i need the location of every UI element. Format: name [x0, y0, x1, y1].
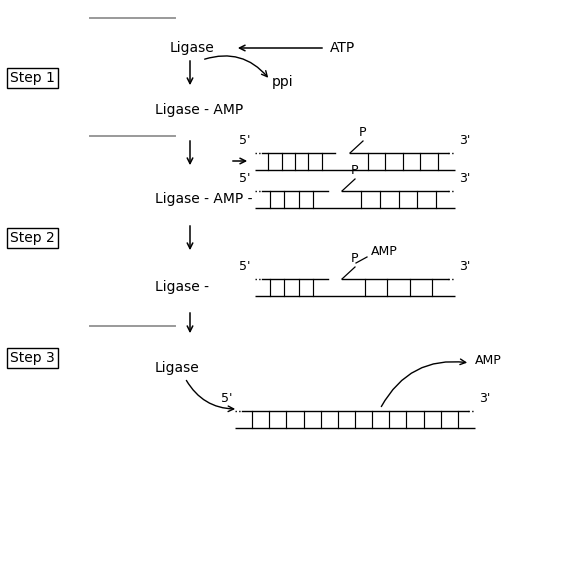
Text: 5': 5'	[239, 134, 251, 147]
Text: Step 1: Step 1	[10, 71, 55, 85]
Text: Ligase: Ligase	[155, 361, 200, 375]
Text: ATP: ATP	[330, 41, 355, 55]
Text: 3': 3'	[479, 392, 490, 405]
Text: 5': 5'	[239, 260, 251, 273]
Text: Ligase - AMP: Ligase - AMP	[155, 103, 243, 117]
Text: Ligase - AMP -: Ligase - AMP -	[155, 192, 253, 206]
Text: P: P	[351, 164, 359, 177]
Text: Step 2: Step 2	[10, 231, 55, 245]
Text: ppi: ppi	[272, 75, 294, 89]
Text: P: P	[359, 126, 367, 139]
Text: Ligase: Ligase	[170, 41, 215, 55]
Text: 5': 5'	[222, 392, 233, 405]
Text: 3': 3'	[459, 260, 470, 273]
Text: Step 3: Step 3	[10, 351, 55, 365]
Text: 5': 5'	[239, 172, 251, 185]
Text: Ligase -: Ligase -	[155, 280, 209, 294]
Text: 3': 3'	[459, 134, 470, 147]
Text: AMP: AMP	[475, 354, 502, 368]
Text: AMP: AMP	[371, 245, 398, 258]
Text: P: P	[351, 252, 359, 265]
Text: 3': 3'	[459, 172, 470, 185]
